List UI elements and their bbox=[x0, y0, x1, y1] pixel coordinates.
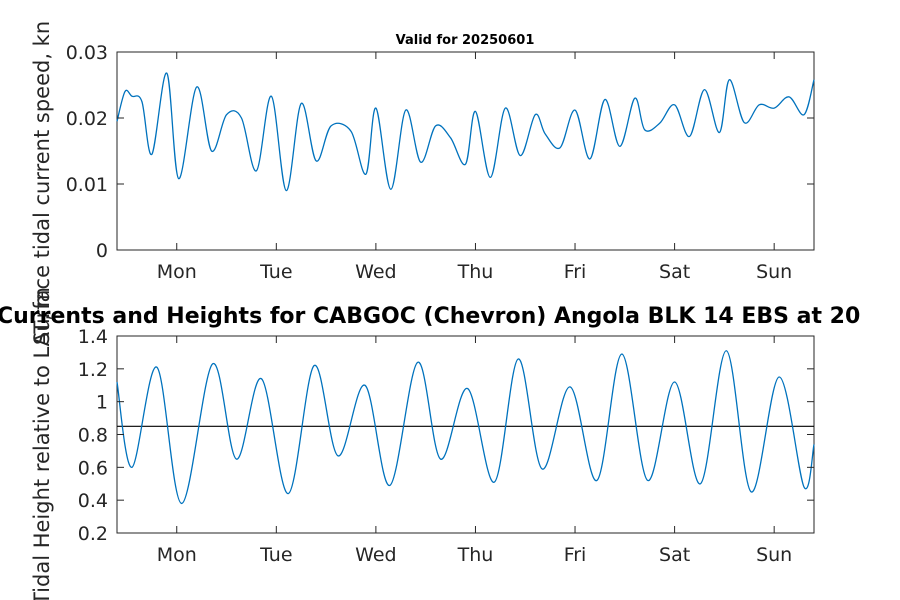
axes-box bbox=[116, 51, 815, 251]
x-tick-label: Sat bbox=[659, 544, 690, 566]
chart-title-top: Valid for 20250601 bbox=[396, 33, 535, 48]
x-tick-label: Thu bbox=[457, 261, 494, 283]
tidal-height-line bbox=[116, 350, 815, 505]
y-tick-label: 1.4 bbox=[78, 326, 108, 348]
current-speed-line bbox=[116, 72, 815, 192]
x-tick-label: Fri bbox=[564, 544, 587, 566]
x-tick-label: Thu bbox=[457, 544, 494, 566]
y-axis-label-top: Surface tidal current speed, kn bbox=[30, 21, 54, 345]
x-tick-label: Wed bbox=[355, 261, 396, 283]
x-tick-label: Fri bbox=[564, 261, 587, 283]
y-tick-label: 0.03 bbox=[66, 42, 108, 64]
x-tick-label: Tue bbox=[259, 261, 292, 283]
x-tick-label: Sat bbox=[659, 261, 690, 283]
x-tick-label: Mon bbox=[157, 261, 197, 283]
y-tick-label: 0.01 bbox=[66, 174, 108, 196]
y-axis-label-bottom: Tidal Height relative to LAT, m bbox=[30, 287, 54, 600]
y-tick-label: 0.02 bbox=[66, 108, 108, 130]
y-tick-label: 1 bbox=[96, 392, 108, 414]
y-tick-label: 0.8 bbox=[78, 425, 108, 447]
y-tick-label: 0 bbox=[96, 240, 108, 262]
x-tick-label: Wed bbox=[355, 544, 396, 566]
y-tick-label: 1.2 bbox=[78, 359, 108, 381]
y-tick-label: 0.6 bbox=[78, 457, 108, 479]
axes-box bbox=[116, 335, 815, 534]
x-tick-label: Sun bbox=[756, 544, 792, 566]
x-tick-label: Tue bbox=[259, 544, 292, 566]
x-tick-label: Sun bbox=[756, 261, 792, 283]
tidal-height-axes: 0.2 0.4 0.6 0.8 1 1.2 1.4 Mon Tue Wed Thu Fri Sat Su… bbox=[0, 287, 860, 600]
current-speed-axes: 0 0.01 0.02 0.03 Mon Tue Wed Thu Fri Sat Sun Vali… bbox=[30, 21, 815, 345]
y-tick-label: 0.4 bbox=[78, 490, 108, 512]
y-tick-label: 0.2 bbox=[78, 523, 108, 545]
x-tick-label: Mon bbox=[157, 544, 197, 566]
chart-title-bottom: Currents and Heights for CABGOC (Chevron… bbox=[0, 304, 860, 329]
